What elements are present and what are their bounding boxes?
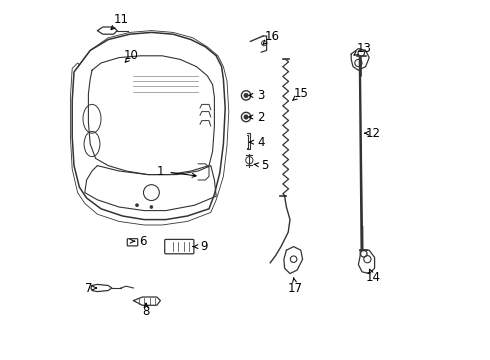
Text: 13: 13 — [356, 42, 371, 55]
Text: 14: 14 — [366, 271, 380, 284]
Text: 12: 12 — [366, 127, 380, 140]
Text: 16: 16 — [265, 30, 279, 42]
Text: 10: 10 — [124, 49, 139, 62]
Text: 11: 11 — [113, 13, 128, 26]
Circle shape — [150, 206, 153, 208]
Text: 8: 8 — [142, 305, 149, 318]
Text: 17: 17 — [288, 282, 303, 294]
Text: 9: 9 — [200, 240, 207, 253]
Circle shape — [244, 93, 248, 98]
Circle shape — [136, 204, 139, 207]
Text: 1: 1 — [157, 165, 164, 177]
Text: 5: 5 — [261, 159, 269, 172]
Text: 7: 7 — [85, 282, 92, 294]
FancyBboxPatch shape — [127, 239, 138, 246]
Circle shape — [244, 115, 248, 119]
Text: 4: 4 — [257, 136, 265, 149]
Text: 15: 15 — [294, 87, 308, 100]
Text: 3: 3 — [258, 89, 265, 102]
Text: 6: 6 — [139, 235, 146, 248]
Text: 2: 2 — [257, 111, 265, 123]
FancyBboxPatch shape — [165, 239, 194, 254]
